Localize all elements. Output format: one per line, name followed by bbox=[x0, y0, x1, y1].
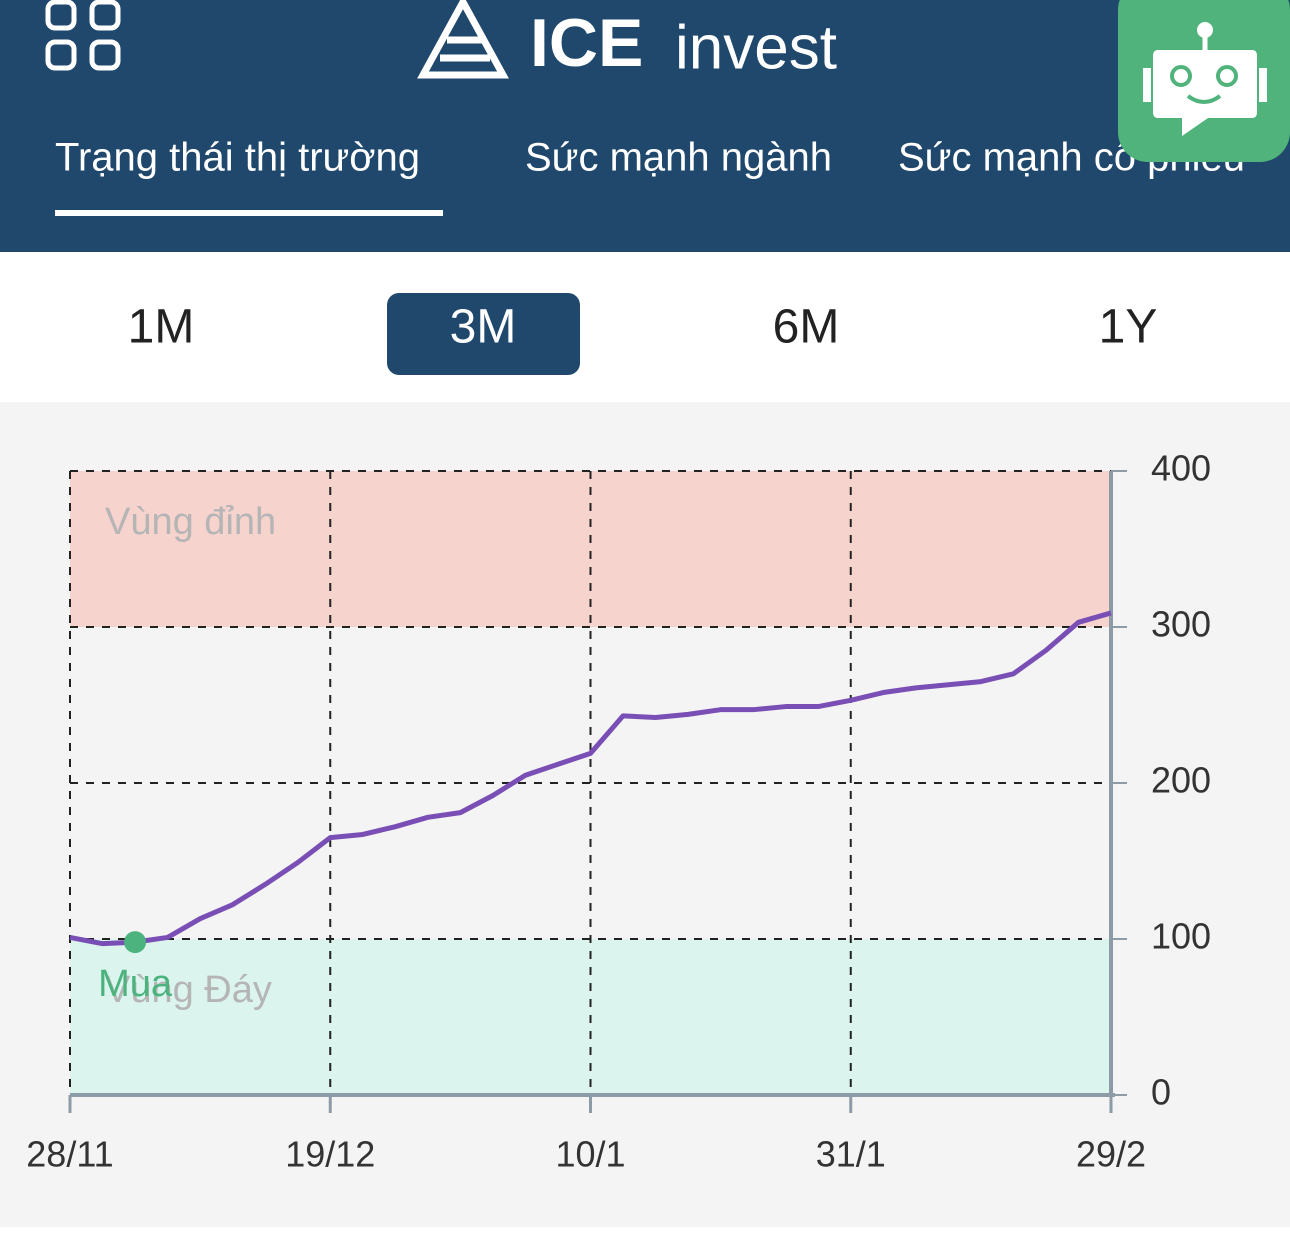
tab[interactable]: Sức mạnh ngành bbox=[525, 136, 832, 180]
x-tick-label: 10/1 bbox=[555, 1134, 625, 1175]
logo-text: ICE bbox=[530, 5, 643, 81]
y-tick-label: 400 bbox=[1151, 448, 1211, 489]
menu-icon[interactable] bbox=[45, 0, 121, 71]
x-tick-label: 28/11 bbox=[26, 1134, 113, 1175]
y-tick-label: 100 bbox=[1151, 916, 1211, 957]
y-tick-label: 200 bbox=[1151, 760, 1211, 801]
x-tick-label: 29/2 bbox=[1076, 1134, 1146, 1175]
range-button[interactable]: 1M bbox=[128, 301, 195, 354]
y-tick-label: 0 bbox=[1151, 1072, 1171, 1113]
line bbox=[69, 610, 1112, 947]
range-button[interactable]: 3M bbox=[450, 301, 517, 354]
tab[interactable]: Trạng thái thị trường bbox=[55, 136, 420, 180]
zone-label: Vùng đỉnh bbox=[105, 501, 276, 543]
logo-mark-lines bbox=[440, 36, 490, 62]
tab-underline bbox=[55, 210, 443, 216]
logo-suffix: invest bbox=[675, 13, 837, 82]
x-tick-label: 19/12 bbox=[285, 1134, 375, 1175]
buy-marker bbox=[124, 931, 147, 954]
logo-mark bbox=[417, 0, 509, 79]
range-button[interactable]: 1Y bbox=[1099, 301, 1158, 354]
zone-label: Vùng Đáy bbox=[105, 969, 272, 1011]
range-button[interactable]: 6M bbox=[773, 301, 840, 354]
x-tick-label: 31/1 bbox=[816, 1134, 886, 1175]
range-active-bg[interactable] bbox=[387, 293, 580, 375]
bot-button[interactable] bbox=[1118, 0, 1290, 162]
buy-marker-label: Mua bbox=[98, 963, 173, 1005]
y-tick-label: 300 bbox=[1151, 604, 1211, 645]
